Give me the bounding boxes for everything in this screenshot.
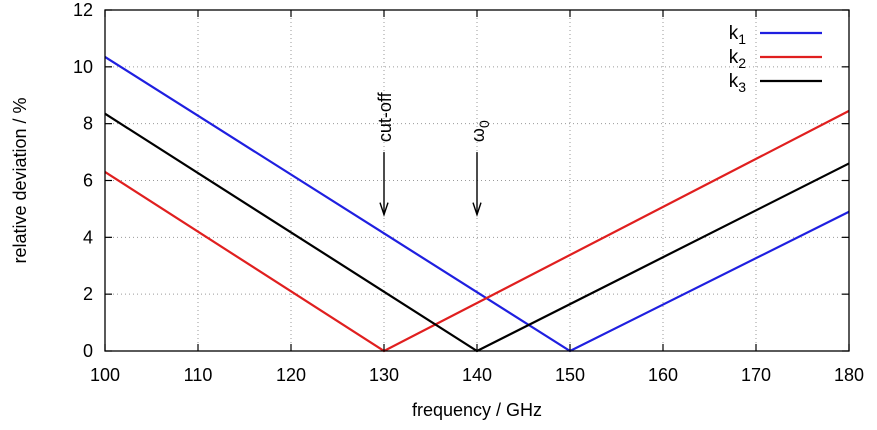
y-tick-label: 2 [83,284,93,304]
x-tick-label: 120 [276,365,306,385]
ticks: 100 110 120 130 140 150 160 170 180 0 2 4 6 8 10 12 [73,0,864,385]
x-tick-label: 150 [555,365,585,385]
x-tick-label: 110 [184,365,213,385]
annotation-arrowhead [379,202,389,217]
y-tick-label: 10 [73,57,93,77]
y-tick-label: 0 [83,341,93,361]
x-tick-label: 180 [834,365,864,385]
legend-label-k3: k3 [729,71,747,95]
x-tick-label: 160 [648,365,678,385]
y-tick-label: 12 [73,0,93,20]
x-tick-label: 100 [90,365,120,385]
x-axis-label: frequency / GHz [412,400,542,420]
grid [105,10,849,351]
series-line-k3 [104,112,850,353]
annotation-arrowhead [472,202,482,217]
annotation-label: ω0 [468,120,492,142]
x-tick-label: 170 [741,365,771,385]
annotations: cut-off ω0 [375,91,492,217]
legend-label-k2: k2 [729,47,747,71]
y-tick-label: 4 [83,227,93,247]
x-tick-label: 140 [462,365,492,385]
y-tick-label: 6 [83,171,93,191]
annotation-label: cut-off [375,91,395,142]
legend-label-k1: k1 [729,23,747,47]
x-tick-label: 130 [369,365,399,385]
y-axis-label: relative deviation / % [10,97,30,263]
y-tick-label: 8 [83,114,93,134]
